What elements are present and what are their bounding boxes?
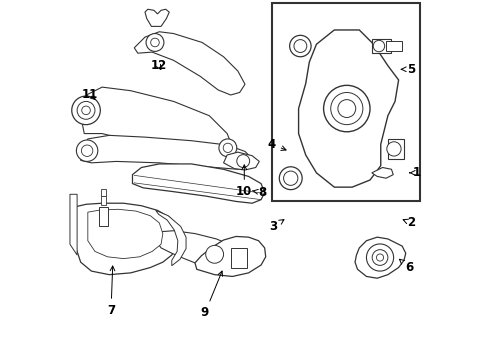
Circle shape xyxy=(151,38,159,47)
Polygon shape xyxy=(145,9,169,26)
Polygon shape xyxy=(81,87,234,166)
Polygon shape xyxy=(372,167,393,178)
Circle shape xyxy=(237,155,249,167)
Circle shape xyxy=(387,142,401,156)
Polygon shape xyxy=(355,237,406,278)
Circle shape xyxy=(290,35,311,57)
Polygon shape xyxy=(195,237,266,276)
Text: 7: 7 xyxy=(107,266,115,317)
Polygon shape xyxy=(156,231,236,266)
Polygon shape xyxy=(70,194,77,255)
Bar xyxy=(101,189,106,196)
Circle shape xyxy=(223,143,232,153)
Polygon shape xyxy=(298,30,398,187)
Polygon shape xyxy=(223,152,259,170)
Bar xyxy=(231,248,247,267)
Circle shape xyxy=(206,246,223,263)
Circle shape xyxy=(338,100,356,117)
Circle shape xyxy=(279,167,302,190)
Text: 4: 4 xyxy=(268,138,286,151)
Text: 10: 10 xyxy=(236,165,252,198)
Circle shape xyxy=(219,139,237,157)
Text: 5: 5 xyxy=(401,63,415,76)
Circle shape xyxy=(294,40,307,53)
Polygon shape xyxy=(132,164,265,203)
Circle shape xyxy=(72,96,100,125)
Circle shape xyxy=(367,244,393,271)
Text: 2: 2 xyxy=(403,216,415,229)
Circle shape xyxy=(284,171,298,185)
Polygon shape xyxy=(88,209,163,258)
Polygon shape xyxy=(81,135,252,169)
Circle shape xyxy=(82,106,90,114)
Bar xyxy=(99,207,108,226)
Text: 12: 12 xyxy=(150,59,167,72)
Circle shape xyxy=(146,33,164,51)
Bar xyxy=(386,41,402,51)
Text: 1: 1 xyxy=(410,166,420,179)
Text: 3: 3 xyxy=(270,220,284,233)
Text: 11: 11 xyxy=(81,88,98,101)
Polygon shape xyxy=(134,32,245,95)
Text: 9: 9 xyxy=(201,271,222,319)
Circle shape xyxy=(373,40,385,52)
Bar xyxy=(372,39,392,53)
Polygon shape xyxy=(75,203,179,275)
Circle shape xyxy=(376,254,384,261)
Circle shape xyxy=(77,102,95,119)
Bar xyxy=(388,139,404,158)
Polygon shape xyxy=(156,210,186,266)
Circle shape xyxy=(331,93,363,125)
Text: 6: 6 xyxy=(399,259,414,274)
Circle shape xyxy=(372,249,388,265)
Circle shape xyxy=(81,145,93,157)
Circle shape xyxy=(76,140,98,161)
Text: 8: 8 xyxy=(252,186,266,199)
Circle shape xyxy=(323,85,370,132)
Bar xyxy=(101,196,106,205)
Bar xyxy=(272,3,420,202)
